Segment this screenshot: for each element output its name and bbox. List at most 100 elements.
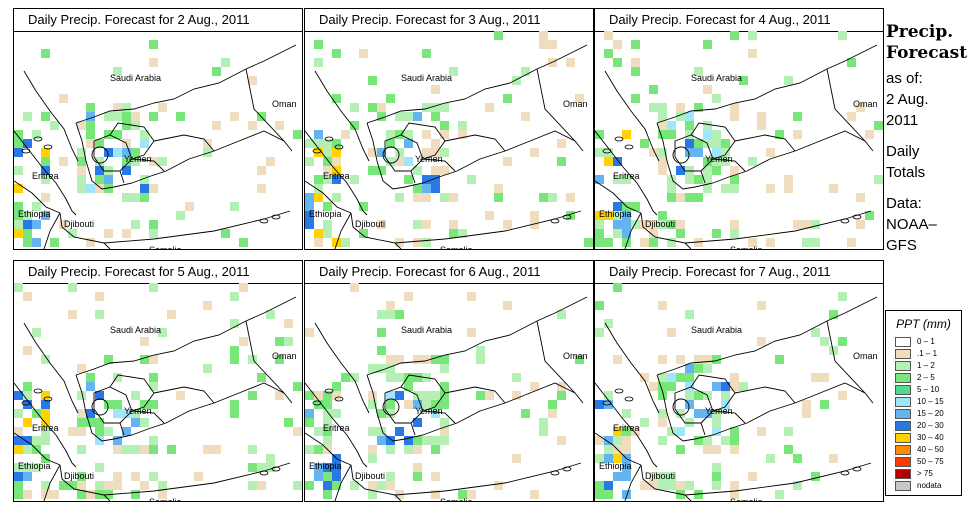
island-outline (271, 214, 281, 220)
legend-item: 10 – 15 (895, 396, 944, 407)
boundary-line (595, 432, 642, 466)
legend-item: nodata (895, 480, 941, 491)
map-label-oman: Oman (563, 99, 588, 109)
boundary-line (624, 212, 642, 249)
island-outline (43, 396, 53, 402)
island-outline (334, 396, 344, 402)
map-label-eritrea: Eritrea (323, 171, 350, 181)
island-outline (33, 136, 43, 142)
precip-map: Saudi Arabia Oman Yemen Eritrea Ethiopia Djib… (305, 283, 593, 501)
panel-title: Daily Precip. Forecast for 5 Aug., 2011 (14, 261, 302, 284)
map-label-somalia: Somalia (149, 245, 182, 249)
boundary-line (131, 410, 165, 424)
boundary-line (384, 134, 424, 172)
precip-map: Saudi Arabia Oman Yemen Eritrea Ethiopia Djib… (595, 283, 883, 501)
legend-swatch (895, 336, 911, 347)
boundary-line (444, 134, 506, 152)
island-outline (602, 148, 612, 154)
boundary-line (640, 210, 872, 244)
legend-item: 50 – 75 (895, 456, 944, 467)
legend-item: 30 – 40 (895, 432, 944, 443)
boundary-line (153, 386, 215, 404)
forecast-panel-aug5: Daily Precip. Forecast for 5 Aug., 2011 … (13, 260, 303, 502)
island-outline (324, 388, 334, 394)
boundary-line (314, 70, 370, 162)
boundary-line (734, 386, 796, 404)
boundary-line (384, 386, 424, 424)
data-line3: GFS (886, 237, 917, 254)
map-label-somalia: Somalia (149, 497, 182, 501)
map-label-ethiopia: Ethiopia (309, 209, 342, 219)
boundary-line (422, 410, 456, 424)
boundary-line (624, 464, 642, 501)
legend-item: 2 – 5 (895, 372, 935, 383)
island-outline (562, 214, 572, 220)
legend-swatch (895, 444, 911, 455)
island-outline (324, 136, 334, 142)
legend-swatch (895, 396, 911, 407)
boundary-line (93, 134, 133, 172)
data-line2: NOAA– (886, 216, 937, 233)
forecast-panel-aug3: Daily Precip. Forecast for 3 Aug., 2011 … (304, 8, 594, 250)
boundary-line (604, 322, 660, 414)
boundary-line (684, 494, 692, 501)
boundary-line (245, 68, 285, 142)
map-label-oman: Oman (853, 351, 878, 361)
forecast-panel-aug6: Daily Precip. Forecast for 6 Aug., 2011 … (304, 260, 594, 502)
map-label-saudi: Saudi Arabia (691, 73, 742, 83)
boundary-line (75, 296, 297, 376)
forecast-panel-aug2: Daily Precip. Forecast for 2 Aug., 2011 … (13, 8, 303, 250)
map-label-djibouti: Djibouti (355, 219, 385, 229)
island-outline (21, 400, 31, 406)
legend-label: > 75 (917, 469, 933, 478)
legend-swatch (895, 432, 911, 443)
boundary-line (103, 494, 111, 501)
boundary-line (245, 320, 285, 394)
legend-swatch (895, 456, 911, 467)
boundary-line (23, 322, 79, 414)
boundary-line (23, 70, 79, 162)
map-label-eritrea: Eritrea (323, 423, 350, 433)
legend-label: 0 – 1 (917, 337, 935, 346)
map-svg: Saudi Arabia Oman Yemen Eritrea Ethiopia Djib… (305, 31, 593, 249)
precip-cells (14, 40, 302, 247)
precip-map: Saudi Arabia Oman Yemen Eritrea Ethiopia Djib… (14, 31, 302, 249)
map-label-eritrea: Eritrea (613, 423, 640, 433)
side-title-line1: Precip. (886, 22, 954, 42)
boundary-line (400, 374, 446, 412)
map-label-somalia: Somalia (440, 245, 473, 249)
asof-date-line2: 2011 (886, 112, 919, 129)
precip-map: Saudi Arabia Oman Yemen Eritrea Ethiopia Djib… (595, 31, 883, 249)
island-outline (271, 466, 281, 472)
legend-label: 15 – 20 (917, 409, 944, 418)
panel-title: Daily Precip. Forecast for 4 Aug., 2011 (595, 9, 883, 32)
boundary-line (382, 398, 400, 416)
legend-item: .1 – 1 (895, 348, 937, 359)
island-outline (43, 144, 53, 150)
map-label-eritrea: Eritrea (32, 171, 59, 181)
precip-cells (595, 31, 883, 247)
legend-label: .1 – 1 (917, 349, 938, 358)
island-outline (21, 148, 31, 154)
boundary-line (674, 386, 714, 424)
legend-swatch (895, 420, 911, 431)
forecast-panel-aug7: Daily Precip. Forecast for 7 Aug., 2011 … (594, 260, 884, 502)
map-svg: Saudi Arabia Oman Yemen Eritrea Ethiopia Djib… (595, 283, 878, 501)
precip-cells (595, 283, 847, 499)
boundary-line (350, 462, 582, 496)
island-outline (33, 388, 43, 394)
island-outline (334, 144, 344, 150)
map-label-yemen: Yemen (705, 406, 733, 416)
boundary-line (826, 320, 866, 394)
island-outline (624, 396, 634, 402)
boundary-line (305, 180, 352, 214)
boundary-line (700, 422, 706, 436)
boundary-line (536, 68, 576, 142)
island-outline (550, 218, 560, 224)
map-svg: Saudi Arabia Oman Yemen Eritrea Ethiopia Djib… (305, 283, 588, 501)
precip-cells (14, 283, 302, 499)
map-label-yemen: Yemen (124, 406, 152, 416)
asof-date-line1: 2 Aug. (886, 91, 929, 108)
boundary-line (59, 462, 291, 496)
boundary-line (690, 374, 736, 412)
